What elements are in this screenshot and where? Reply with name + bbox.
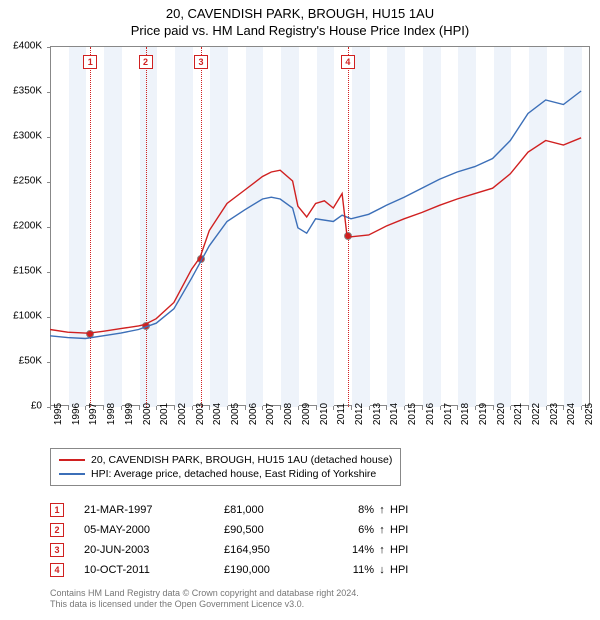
y-tick-label: £150K xyxy=(0,266,42,277)
y-tick-label: £250K xyxy=(0,176,42,187)
series-line xyxy=(50,91,581,339)
series-line xyxy=(50,138,581,333)
sale-date: 10-OCT-2011 xyxy=(84,564,224,576)
y-tick-label: £100K xyxy=(0,311,42,322)
x-tick-label: 1998 xyxy=(106,403,117,425)
x-tick-label: 2002 xyxy=(177,403,188,425)
x-tick-label: 2020 xyxy=(496,403,507,425)
x-tick-label: 2015 xyxy=(407,403,418,425)
sales-table: 121-MAR-1997£81,0008%↑HPI205-MAY-2000£90… xyxy=(50,500,430,580)
x-tick-label: 2022 xyxy=(531,403,542,425)
x-tick-label: 2013 xyxy=(372,403,383,425)
sales-row: 3 20-JUN-2003£164,95014%↑HPI xyxy=(50,540,430,560)
sales-row: 4 10-OCT-2011£190,00011%↓HPI xyxy=(50,560,430,580)
footer-line-2: This data is licensed under the Open Gov… xyxy=(50,599,359,610)
x-tick-label: 1995 xyxy=(53,403,64,425)
x-tick-label: 1997 xyxy=(88,403,99,425)
sale-price: £81,000 xyxy=(224,504,324,516)
footer-line-1: Contains HM Land Registry data © Crown c… xyxy=(50,588,359,599)
arrow-up-icon: ↑ xyxy=(374,504,390,516)
page-subtitle: Price paid vs. HM Land Registry's House … xyxy=(0,21,600,42)
sale-date: 05-MAY-2000 xyxy=(84,524,224,536)
x-tick-label: 2025 xyxy=(584,403,595,425)
sale-pct: 6% xyxy=(324,524,374,536)
legend-item-property: 20, CAVENDISH PARK, BROUGH, HU15 1AU (de… xyxy=(59,453,392,467)
sale-hpi-tag: HPI xyxy=(390,544,430,556)
sale-index-box: 4 xyxy=(50,563,64,577)
x-tick-label: 2009 xyxy=(301,403,312,425)
y-tick-label: £300K xyxy=(0,131,42,142)
x-tick-label: 2014 xyxy=(389,403,400,425)
sale-pct: 14% xyxy=(324,544,374,556)
sale-hpi-tag: HPI xyxy=(390,524,430,536)
x-tick-label: 2012 xyxy=(354,403,365,425)
y-tick-label: £350K xyxy=(0,86,42,97)
y-tick-label: £0 xyxy=(0,401,42,412)
sale-index-box: 3 xyxy=(50,543,64,557)
legend-item-hpi: HPI: Average price, detached house, East… xyxy=(59,467,392,481)
legend-label-b: HPI: Average price, detached house, East… xyxy=(91,468,376,480)
x-tick-label: 2019 xyxy=(478,403,489,425)
arrow-up-icon: ↑ xyxy=(374,524,390,536)
sales-row: 2 05-MAY-2000£90,5006%↑HPI xyxy=(50,520,430,540)
y-tick-label: £400K xyxy=(0,41,42,52)
sale-hpi-tag: HPI xyxy=(390,564,430,576)
x-tick-label: 2004 xyxy=(212,403,223,425)
sale-pct: 11% xyxy=(324,564,374,576)
legend: 20, CAVENDISH PARK, BROUGH, HU15 1AU (de… xyxy=(50,448,401,486)
x-tick-label: 2006 xyxy=(248,403,259,425)
x-tick-label: 2011 xyxy=(336,403,347,425)
footer: Contains HM Land Registry data © Crown c… xyxy=(50,588,359,611)
sale-price: £164,950 xyxy=(224,544,324,556)
arrow-down-icon: ↓ xyxy=(374,564,390,576)
x-tick-label: 2017 xyxy=(443,403,454,425)
chart: 1234 19951996199719981999200020012002200… xyxy=(50,46,590,406)
chart-lines xyxy=(50,46,590,406)
sale-date: 21-MAR-1997 xyxy=(84,504,224,516)
sale-index-box: 2 xyxy=(50,523,64,537)
x-tick-label: 2018 xyxy=(460,403,471,425)
sale-pct: 8% xyxy=(324,504,374,516)
y-tick-label: £200K xyxy=(0,221,42,232)
x-tick-label: 2001 xyxy=(159,403,170,425)
x-tick-label: 2003 xyxy=(195,403,206,425)
x-tick-label: 2010 xyxy=(319,403,330,425)
legend-swatch-a xyxy=(59,459,85,461)
page-title: 20, CAVENDISH PARK, BROUGH, HU15 1AU xyxy=(0,0,600,21)
x-tick-label: 1999 xyxy=(124,403,135,425)
arrow-up-icon: ↑ xyxy=(374,544,390,556)
x-tick-label: 2000 xyxy=(142,403,153,425)
sale-price: £190,000 xyxy=(224,564,324,576)
x-tick-label: 2021 xyxy=(513,403,524,425)
sales-row: 1 21-MAR-1997£81,0008%↑HPI xyxy=(50,500,430,520)
x-tick-label: 2005 xyxy=(230,403,241,425)
legend-label-a: 20, CAVENDISH PARK, BROUGH, HU15 1AU (de… xyxy=(91,454,392,466)
x-tick-label: 1996 xyxy=(71,403,82,425)
x-tick-label: 2016 xyxy=(425,403,436,425)
sale-price: £90,500 xyxy=(224,524,324,536)
sale-hpi-tag: HPI xyxy=(390,504,430,516)
legend-swatch-b xyxy=(59,473,85,475)
x-tick-label: 2024 xyxy=(566,403,577,425)
sale-index-box: 1 xyxy=(50,503,64,517)
x-tick-label: 2008 xyxy=(283,403,294,425)
y-tick-label: £50K xyxy=(0,356,42,367)
x-tick-label: 2007 xyxy=(265,403,276,425)
x-tick-label: 2023 xyxy=(549,403,560,425)
sale-date: 20-JUN-2003 xyxy=(84,544,224,556)
